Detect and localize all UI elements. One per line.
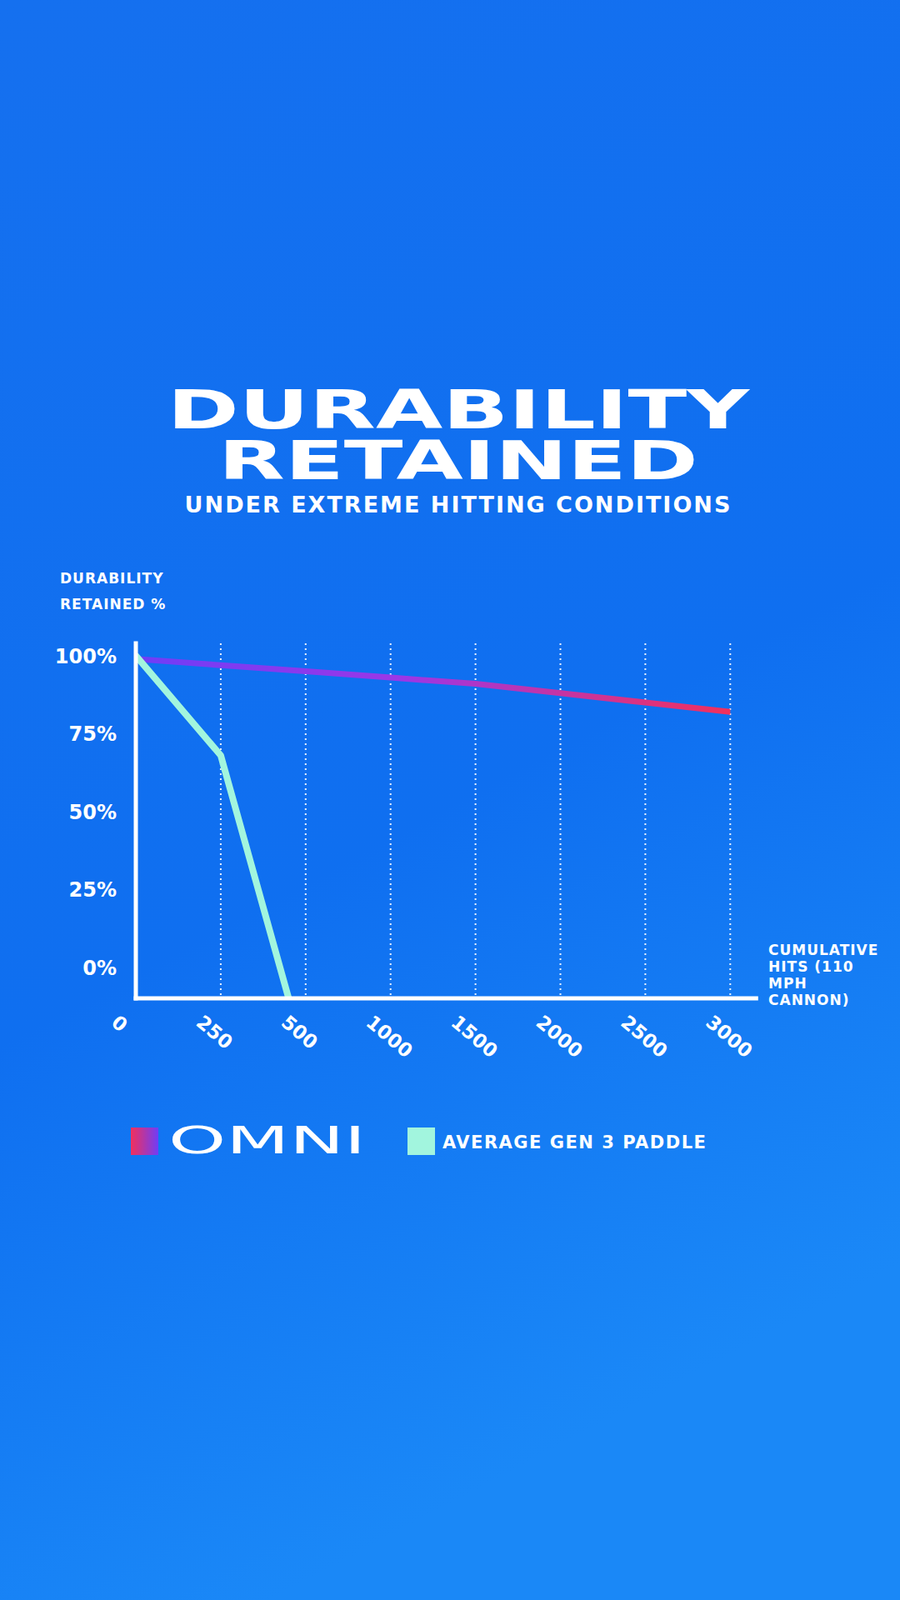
subtitle: UNDER EXTREME HITTING CONDITIONS [185, 491, 733, 518]
x-tick-group: 0 [107, 1010, 132, 1036]
x-axis-title-line: CANNON) [768, 991, 850, 1009]
y-tick-label: 0% [82, 956, 117, 980]
grid-line [475, 643, 477, 999]
y-tick-label: 50% [69, 800, 117, 825]
y-tick-label: 100% [55, 645, 117, 669]
grid-line [390, 643, 392, 999]
x-tick-group: 3000 [701, 1010, 757, 1062]
series-line [135, 659, 730, 713]
x-tick-label: 1500 [447, 1010, 503, 1062]
y-axis-line [134, 643, 139, 999]
y-axis-title-line: DURABILITY [60, 570, 165, 587]
x-tick-label: 2500 [616, 1010, 672, 1062]
x-tick-group: 2000 [531, 1010, 587, 1062]
x-tick-group: 1500 [447, 1010, 503, 1062]
grid-line [644, 643, 646, 999]
x-tick-group: 1000 [362, 1010, 418, 1062]
y-axis-title-line: RETAINED % [60, 595, 166, 613]
background [0, 0, 900, 1600]
y-tick-label: 25% [69, 878, 117, 902]
series-line [135, 655, 289, 999]
x-tick-group: 250 [192, 1010, 237, 1054]
x-axis-title-line: CUMULATIVE [768, 941, 879, 959]
y-axis-title: DURABILITY RETAINED % [60, 570, 166, 613]
x-tick-label: 2000 [531, 1010, 587, 1062]
legend-swatch [130, 1127, 159, 1155]
grid-line [220, 643, 222, 999]
x-tick-label: 500 [277, 1010, 322, 1054]
grid-line [305, 643, 307, 999]
grid-line [729, 643, 731, 999]
chart-canvas: DURABILITY RETAINEDUNDER EXTREME HITTING … [0, 0, 900, 1600]
plot-area [135, 655, 730, 999]
legend-label: AVERAGE GEN 3 PADDLE [442, 1132, 707, 1153]
x-axis-title-line: HITS (110 [768, 958, 855, 975]
title: RETAINED [218, 430, 699, 492]
x-axis-line [135, 996, 756, 1001]
legend-swatch [407, 1127, 435, 1155]
x-tick-group: 2500 [616, 1010, 672, 1062]
x-tick-group: 500 [277, 1010, 322, 1054]
legend-label: OMNI [168, 1119, 366, 1162]
x-tick-label: 0 [107, 1010, 132, 1036]
y-tick-label: 75% [69, 722, 117, 746]
x-axis-title-line: MPH [768, 975, 808, 992]
grid-line [560, 643, 562, 999]
x-tick-label: 1000 [362, 1010, 418, 1062]
x-tick-label: 250 [192, 1010, 237, 1054]
x-tick-label: 3000 [701, 1010, 757, 1062]
x-axis-title: CUMULATIVEHITS (110MPHCANNON) [768, 941, 879, 1009]
